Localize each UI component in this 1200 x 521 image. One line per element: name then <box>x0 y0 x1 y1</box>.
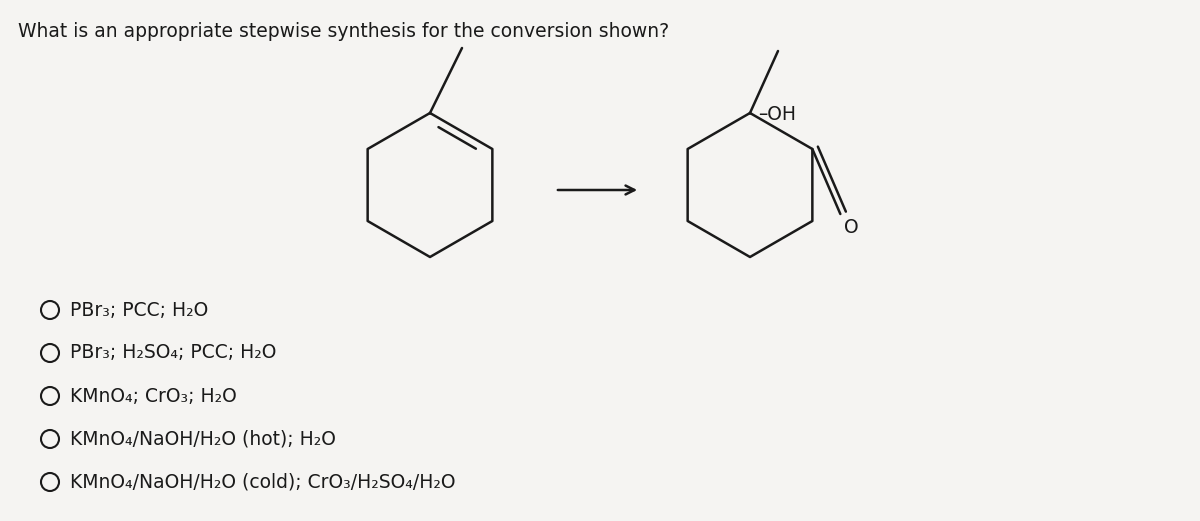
Text: KMnO₄/NaOH/H₂O (cold); CrO₃/H₂SO₄/H₂O: KMnO₄/NaOH/H₂O (cold); CrO₃/H₂SO₄/H₂O <box>70 473 456 491</box>
Text: KMnO₄; CrO₃; H₂O: KMnO₄; CrO₃; H₂O <box>70 387 236 405</box>
Text: KMnO₄/NaOH/H₂O (hot); H₂O: KMnO₄/NaOH/H₂O (hot); H₂O <box>70 429 336 449</box>
Text: –OH: –OH <box>758 105 796 125</box>
Text: PBr₃; H₂SO₄; PCC; H₂O: PBr₃; H₂SO₄; PCC; H₂O <box>70 343 276 363</box>
Text: O: O <box>845 218 859 237</box>
Text: PBr₃; PCC; H₂O: PBr₃; PCC; H₂O <box>70 301 209 319</box>
Text: What is an appropriate stepwise synthesis for the conversion shown?: What is an appropriate stepwise synthesi… <box>18 22 670 41</box>
